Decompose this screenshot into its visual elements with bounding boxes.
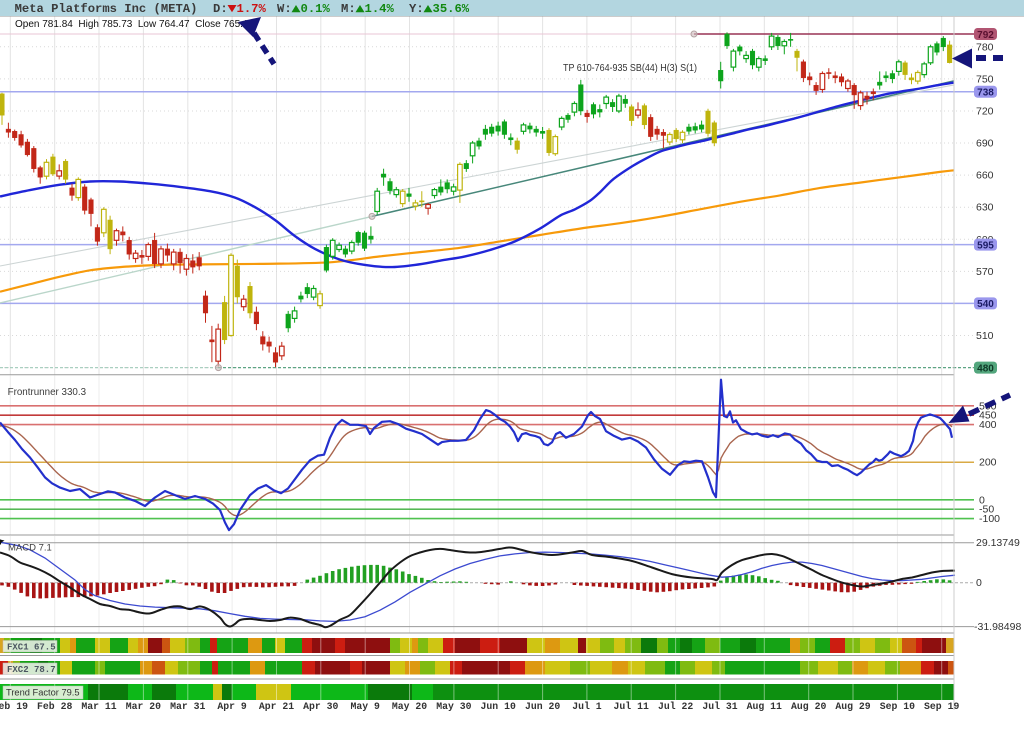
svg-text:540: 540 [977,299,994,310]
svg-text:29.13749: 29.13749 [976,537,1020,549]
svg-text:Sep 10: Sep 10 [880,701,915,712]
svg-text:595: 595 [977,240,994,251]
svg-text:660: 660 [976,170,994,182]
svg-text:Open 781.84 High 785.73 Low: Open 781.84 High 785.73 Low 764.47 Close… [15,19,255,30]
svg-text:750: 750 [976,73,994,85]
svg-text:May 20: May 20 [392,701,427,712]
svg-text:Aug 11: Aug 11 [747,701,782,712]
svg-text:Trend Factor 79.5: Trend Factor 79.5 [6,688,80,698]
svg-text:-50: -50 [979,504,994,516]
svg-text:Apr 9: Apr 9 [217,701,247,712]
svg-text:Feb 28: Feb 28 [37,701,72,712]
svg-text:510: 510 [976,330,994,342]
svg-text:720: 720 [976,106,994,118]
svg-text:Jun 10: Jun 10 [481,701,516,712]
svg-text:D:: D: [213,2,228,16]
svg-text:Feb 19: Feb 19 [0,701,28,712]
svg-text:690: 690 [976,138,994,150]
svg-text:Aug 29: Aug 29 [835,701,870,712]
svg-text:May 30: May 30 [436,701,471,712]
svg-text:738: 738 [977,88,994,99]
svg-text:Jun 20: Jun 20 [525,701,560,712]
svg-text:792: 792 [977,30,994,41]
svg-text:FXC1 67.5: FXC1 67.5 [7,643,56,653]
svg-text:M:: M: [341,2,356,16]
svg-text:200: 200 [979,457,997,469]
svg-text:Jul 1: Jul 1 [572,701,602,712]
svg-text:630: 630 [976,202,994,214]
svg-text:0.1%: 0.1% [301,2,331,16]
svg-text:Jul 22: Jul 22 [658,701,693,712]
svg-text:-100: -100 [979,513,1000,525]
svg-text:450: 450 [979,410,997,422]
svg-text:Mar 20: Mar 20 [126,701,161,712]
svg-text:1.7%: 1.7% [237,2,267,16]
svg-text:480: 480 [977,363,994,374]
svg-text:TP 610-764-935 SB(44) H(3) S(1: TP 610-764-935 SB(44) H(3) S(1) [563,63,697,74]
svg-text:FXC2 78.7: FXC2 78.7 [7,665,56,675]
svg-text:0: 0 [976,577,982,589]
svg-text:0: 0 [979,494,985,506]
svg-text:780: 780 [976,41,994,53]
svg-text:Aug 20: Aug 20 [791,701,826,712]
svg-text:400: 400 [979,419,997,431]
svg-text:35.6%: 35.6% [433,2,470,16]
svg-text:W:: W: [277,2,292,16]
svg-text:Apr 21: Apr 21 [259,701,294,712]
svg-text:570: 570 [976,266,994,278]
svg-text:-31.98498: -31.98498 [974,621,1021,633]
svg-text:Y:: Y: [409,2,424,16]
svg-text:Sep 19: Sep 19 [924,701,959,712]
svg-text:Frontrunner 330.3: Frontrunner 330.3 [8,387,87,398]
svg-text:MACD 7.1: MACD 7.1 [8,543,52,554]
svg-text:Jul 11: Jul 11 [614,701,649,712]
svg-text:Apr 30: Apr 30 [303,701,338,712]
svg-text:Meta Platforms Inc (META): Meta Platforms Inc (META) [15,2,198,16]
svg-text:May 9: May 9 [350,701,380,712]
svg-text:Mar 31: Mar 31 [170,701,205,712]
svg-text:Mar 11: Mar 11 [81,701,116,712]
svg-text:Jul 31: Jul 31 [702,701,737,712]
svg-text:1.4%: 1.4% [365,2,395,16]
